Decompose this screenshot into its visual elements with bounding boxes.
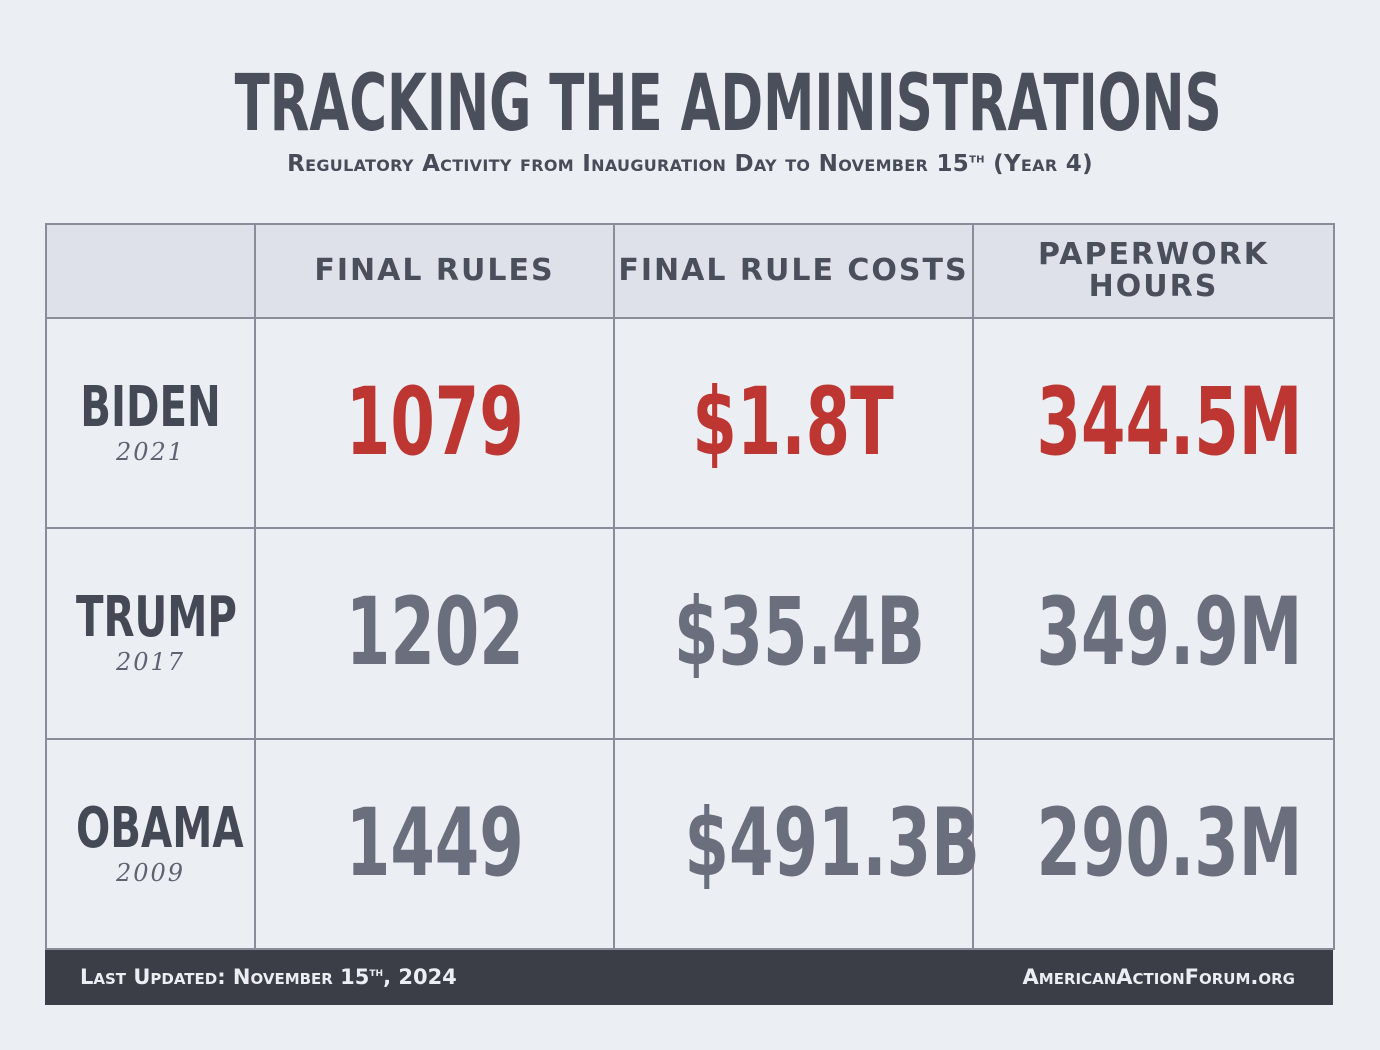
administration-name: OBAMA [75,795,244,861]
table-row-obama: OBAMA 2009 1449 $491.3B 290.3M [45,737,1335,951]
final-rule-costs-cell: $491.3B [613,737,980,951]
footer-bar: Last Updated: November 15th, 2024 Americ… [45,950,1333,1005]
header-final-rules: FINAL RULES [254,223,615,319]
final-rule-costs-cell: $1.8T [613,316,974,530]
page-title: TRACKING THE ADMINISTRATIONS [234,59,1222,149]
last-updated-year: , 2024 [383,965,457,989]
subtitle-year-note: (Year 4) [984,151,1093,177]
subtitle-ordinal: th [969,150,985,167]
final-rule-costs-value: $1.8T [692,368,895,478]
final-rules-value: 1079 [345,368,524,478]
administration-cell: OBAMA 2009 [45,737,256,951]
header-empty-cell [45,223,256,319]
page-subtitle: Regulatory Activity from Inauguration Da… [0,150,1380,178]
table-row-biden: BIDEN 2021 1079 $1.8T 344.5M [45,316,1335,530]
administrations-table: FINAL RULES FINAL RULE COSTS PAPERWORK H… [45,223,1335,951]
paperwork-hours-cell: 290.3M [972,737,1335,951]
administration-name: TRUMP [75,585,237,651]
table-row-trump: TRUMP 2017 1202 $35.4B 349.9M [45,527,1335,740]
final-rules-value: 1202 [345,578,524,688]
paperwork-hours-value: 349.9M [1036,578,1303,688]
final-rules-cell: 1449 [254,737,615,951]
administration-year: 2017 [115,648,186,677]
administration-cell: BIDEN 2021 [45,316,256,530]
administration-year: 2021 [115,438,186,467]
administration-cell: TRUMP 2017 [45,527,256,740]
final-rules-cell: 1202 [254,527,615,740]
paperwork-hours-cell: 344.5M [972,316,1335,530]
final-rules-value: 1449 [345,788,524,898]
last-updated-text: Last Updated: November 15 [80,965,370,989]
last-updated-ordinal: th [369,964,384,979]
subtitle-text: Regulatory Activity from Inauguration Da… [287,151,970,177]
site-link[interactable]: AmericanActionForum.org [1022,965,1295,989]
header-paperwork-hours: PAPERWORK HOURS [972,223,1335,319]
administration-name: BIDEN [80,375,221,441]
paperwork-hours-value: 290.3M [1036,788,1303,898]
administration-year: 2009 [115,858,186,887]
paperwork-hours-value: 344.5M [1036,368,1303,478]
final-rule-costs-value: $491.3B [684,788,980,898]
paperwork-hours-cell: 349.9M [972,527,1335,740]
final-rule-costs-value: $35.4B [674,578,925,688]
last-updated: Last Updated: November 15th, 2024 [80,964,457,990]
header-final-rule-costs: FINAL RULE COSTS [613,223,974,319]
table-header-row: FINAL RULES FINAL RULE COSTS PAPERWORK H… [45,223,1335,319]
final-rules-cell: 1079 [254,316,615,530]
final-rule-costs-cell: $35.4B [613,527,974,740]
